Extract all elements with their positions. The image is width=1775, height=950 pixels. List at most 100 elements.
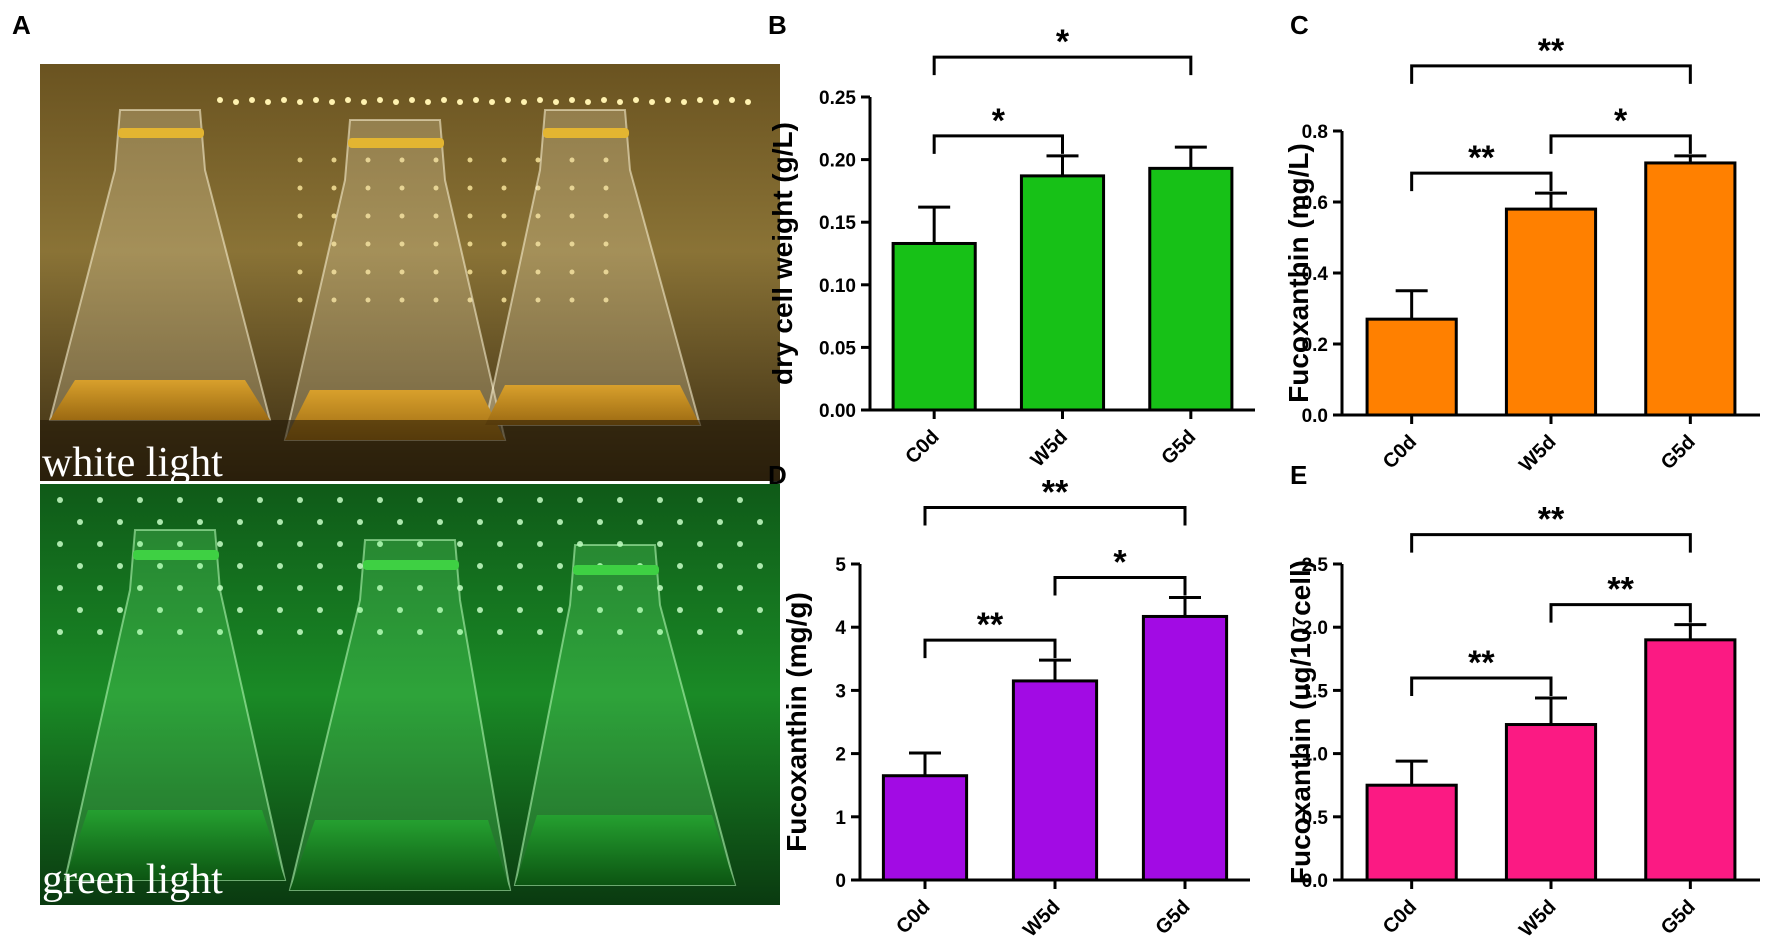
bar: [1504, 723, 1598, 882]
led-dot: [417, 497, 423, 503]
led-dot: [717, 519, 723, 525]
led-dot: [257, 541, 263, 547]
led-dot: [467, 213, 473, 219]
chart-dry-cell-weight: 0.00 0.05 0.10 0.15 0.20 0.25 dry cell weight …: [767, 23, 1255, 471]
led-dot: [377, 97, 383, 103]
led-dot: [97, 541, 103, 547]
led-dot: [521, 99, 527, 105]
led-dot: [399, 241, 405, 247]
led-dot: [217, 541, 223, 547]
led-dot: [517, 563, 523, 569]
photo-caption-green-light: green light: [42, 857, 223, 903]
led-dot: [477, 607, 483, 613]
led-dot: [97, 497, 103, 503]
led-dot: [505, 97, 511, 103]
led-dot: [433, 185, 439, 191]
led-dot: [517, 607, 523, 613]
led-dot: [757, 519, 763, 525]
significance-label: **: [1538, 501, 1565, 539]
led-dot: [257, 585, 263, 591]
y-tick-label: 0.6: [1302, 193, 1328, 214]
led-dot: [501, 241, 507, 247]
led-dot: [233, 99, 239, 105]
led-dot: [457, 541, 463, 547]
y-tick-label: 0.15: [819, 213, 856, 234]
led-dot: [417, 541, 423, 547]
led-dot: [537, 585, 543, 591]
led-dot: [297, 99, 303, 105]
led-dot: [137, 629, 143, 635]
y-axis-title: Fucoxanthin (mg/L): [1283, 143, 1314, 403]
led-dots-decoration: [57, 497, 763, 635]
panel-letter-b: B: [768, 10, 787, 40]
led-dot: [277, 607, 283, 613]
led-dot: [417, 585, 423, 591]
led-dot: [603, 241, 609, 247]
bar: [1011, 679, 1099, 882]
category-label: C0d: [892, 896, 934, 938]
category-label: G5d: [1657, 431, 1700, 474]
y-tick-label: 0.5: [1302, 808, 1329, 829]
led-dot: [317, 563, 323, 569]
led-dot: [399, 297, 405, 303]
led-dot: [399, 185, 405, 191]
led-dot: [77, 563, 83, 569]
led-dot: [397, 607, 403, 613]
led-dot: [399, 157, 405, 163]
category-label: G5d: [1657, 896, 1700, 939]
significance-label: *: [992, 102, 1006, 140]
led-dot: [57, 541, 63, 547]
y-tick-label: 0.20: [819, 151, 856, 172]
led-dot: [467, 241, 473, 247]
y-tick-label: 0.0: [1302, 871, 1328, 892]
significance-label: **: [1607, 571, 1634, 609]
led-dot: [603, 185, 609, 191]
led-dot: [365, 297, 371, 303]
significance-label: *: [1113, 543, 1127, 581]
led-dot: [365, 213, 371, 219]
led-dot: [437, 519, 443, 525]
led-dot: [657, 497, 663, 503]
led-dot: [537, 497, 543, 503]
led-dot: [197, 519, 203, 525]
led-dot: [603, 297, 609, 303]
led-dot: [537, 541, 543, 547]
led-dot: [217, 97, 223, 103]
led-dot: [477, 519, 483, 525]
led-dot: [177, 497, 183, 503]
led-dot: [737, 497, 743, 503]
led-dot: [497, 541, 503, 547]
led-dot: [137, 541, 143, 547]
led-dot: [737, 585, 743, 591]
led-dot: [537, 629, 543, 635]
led-dot: [399, 213, 405, 219]
led-dot: [177, 585, 183, 591]
led-dot: [297, 269, 303, 275]
led-dot: [535, 213, 541, 219]
y-tick-label: 0.8: [1302, 122, 1328, 143]
led-dot: [467, 269, 473, 275]
led-dot: [433, 157, 439, 163]
led-dot: [535, 269, 541, 275]
led-dot: [377, 497, 383, 503]
led-dot: [441, 97, 447, 103]
led-dot: [501, 157, 507, 163]
led-dot: [677, 519, 683, 525]
led-dot: [425, 99, 431, 105]
bar: [891, 241, 977, 412]
led-dot: [257, 629, 263, 635]
led-dot: [157, 607, 163, 613]
significance-bracket: [1410, 533, 1692, 553]
category-label: C0d: [901, 426, 943, 468]
led-dot: [597, 519, 603, 525]
led-dot: [357, 519, 363, 525]
led-dot: [331, 297, 337, 303]
led-dot: [317, 519, 323, 525]
panel-letter-a: A: [12, 10, 31, 40]
led-dot: [365, 269, 371, 275]
led-dot: [361, 99, 367, 105]
led-dot: [617, 629, 623, 635]
led-dot: [397, 519, 403, 525]
led-dot: [433, 241, 439, 247]
